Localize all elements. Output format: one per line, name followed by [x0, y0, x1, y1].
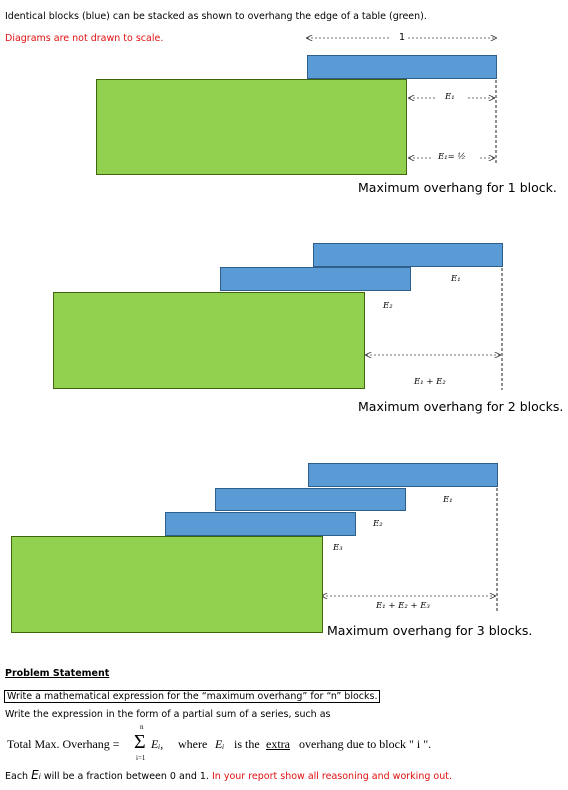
block-1	[308, 463, 498, 487]
block-2	[215, 488, 406, 511]
caption-3-blocks: Maximum overhang for 3 blocks.	[327, 623, 533, 638]
is-the: is the	[234, 737, 260, 751]
sigma-symbol: Σ	[134, 731, 146, 753]
length-label: 1	[396, 32, 409, 43]
e3-label: E₃	[333, 543, 343, 553]
sum-term: Eᵢ,	[151, 737, 164, 751]
each-statement: Each Eᵢ will be a fraction between 0 and…	[5, 768, 452, 782]
sigma-upper: n	[140, 723, 144, 731]
each-suffix: will be a fraction between 0 and 1.	[43, 771, 209, 782]
problem-heading: Problem Statement	[5, 668, 110, 679]
block-1	[313, 243, 503, 267]
table	[96, 79, 407, 175]
block-3	[165, 512, 356, 536]
formula-lhs: Total Max. Overhang =	[7, 737, 120, 751]
block-1	[307, 55, 497, 79]
e1-label: E₁	[443, 495, 453, 505]
report-instruction: In your report show all reasoning and wo…	[211, 771, 452, 782]
table	[11, 536, 323, 633]
sum-label: E₁ + E₂ + E₃	[376, 601, 430, 611]
sum-label: E₁ + E₂	[414, 377, 446, 387]
e2-label: E₂	[373, 519, 383, 529]
caption-1-block: Maximum overhang for 1 block.	[358, 180, 557, 195]
extra-word: extra	[266, 737, 290, 751]
each-var: Eᵢ	[31, 768, 41, 782]
task-text: Write a mathematical expression for the …	[4, 690, 381, 703]
e1-label: E₁	[445, 92, 455, 102]
where-var: Eᵢ	[215, 737, 225, 751]
caption-2-blocks: Maximum overhang for 2 blocks.	[358, 399, 564, 414]
scale-note: Diagrams are not drawn to scale.	[5, 33, 164, 44]
sigma-lower: i=1	[136, 754, 146, 762]
e1-half-label: E₁= ½	[438, 152, 466, 162]
e1-label: E₁	[451, 274, 461, 284]
e2-label: E₂	[383, 301, 393, 311]
intro-text: Identical blocks (blue) can be stacked a…	[5, 11, 427, 22]
where-word: where	[178, 737, 208, 751]
each-prefix: Each	[5, 771, 29, 782]
due-to-block: overhang due to block " i ".	[299, 737, 432, 751]
table	[53, 292, 365, 389]
form-hint: Write the expression in the form of a pa…	[5, 709, 331, 720]
block-2	[220, 267, 411, 291]
